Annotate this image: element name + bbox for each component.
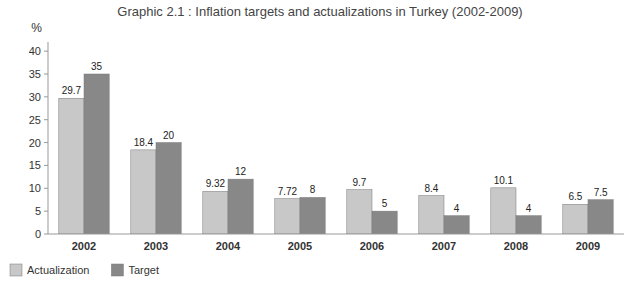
x-tick-label: 2009 bbox=[576, 240, 600, 252]
bar bbox=[156, 143, 181, 234]
y-tick-label: 20 bbox=[29, 137, 41, 149]
data-label: 4 bbox=[526, 203, 532, 214]
bar bbox=[347, 190, 372, 234]
chart: Graphic 2.1 : Inflation targets and actu… bbox=[0, 0, 640, 292]
bar bbox=[563, 204, 588, 234]
y-tick bbox=[44, 165, 48, 166]
title: Graphic 2.1 : Inflation targets and actu… bbox=[117, 4, 522, 19]
y-tick bbox=[44, 51, 48, 52]
data-label: 4 bbox=[454, 203, 460, 214]
y-tick bbox=[44, 142, 48, 143]
y-tick bbox=[44, 234, 48, 235]
data-label: 18.4 bbox=[134, 137, 154, 148]
data-label: 7.72 bbox=[278, 186, 298, 197]
bar bbox=[372, 211, 397, 234]
bar bbox=[300, 197, 325, 234]
data-label: 8.4 bbox=[424, 183, 438, 194]
bar bbox=[84, 74, 109, 234]
x-tick-label: 2006 bbox=[360, 240, 384, 252]
data-label: 12 bbox=[235, 166, 247, 177]
bar bbox=[516, 216, 541, 234]
legend-label: Target bbox=[128, 264, 159, 276]
bar bbox=[491, 188, 516, 234]
y-tick bbox=[44, 74, 48, 75]
data-label: 20 bbox=[163, 130, 175, 141]
bar bbox=[131, 150, 156, 234]
x-tick-label: 2002 bbox=[72, 240, 96, 252]
y-tick bbox=[44, 188, 48, 189]
data-label: 6.5 bbox=[568, 191, 582, 202]
data-label: 8 bbox=[310, 184, 316, 195]
bar bbox=[444, 216, 469, 234]
bar bbox=[588, 200, 613, 234]
x-tick-label: 2008 bbox=[504, 240, 528, 252]
bar bbox=[419, 196, 444, 234]
data-label: 9.32 bbox=[206, 178, 226, 189]
y-tick-label: 30 bbox=[29, 91, 41, 103]
y-tick bbox=[44, 211, 48, 212]
x-tick-label: 2007 bbox=[432, 240, 456, 252]
x-tick-label: 2004 bbox=[216, 240, 241, 252]
y-tick-label: 5 bbox=[35, 205, 41, 217]
x-axis bbox=[48, 234, 624, 235]
y-tick bbox=[44, 96, 48, 97]
bar bbox=[59, 98, 84, 234]
y-tick-label: 10 bbox=[29, 182, 41, 194]
y-tick-label: 40 bbox=[29, 45, 41, 57]
y-tick-label: 15 bbox=[29, 159, 41, 171]
legend: Actualization Target bbox=[10, 264, 159, 276]
data-label: 5 bbox=[382, 198, 388, 209]
bars bbox=[59, 74, 613, 234]
data-label: 35 bbox=[91, 61, 103, 72]
bar bbox=[275, 199, 300, 234]
bar bbox=[203, 191, 228, 234]
data-label: 29.7 bbox=[62, 85, 82, 96]
y-axis-label: % bbox=[31, 21, 42, 35]
y-tick-label: 35 bbox=[29, 68, 41, 80]
legend-swatch bbox=[111, 264, 123, 276]
data-label: 7.5 bbox=[594, 187, 608, 198]
y-tick bbox=[44, 119, 48, 120]
legend-label: Actualization bbox=[27, 264, 89, 276]
y-tick-label: 25 bbox=[29, 114, 41, 126]
x-tick-label: 2005 bbox=[288, 240, 312, 252]
bar bbox=[228, 179, 253, 234]
y-tick-label: 0 bbox=[35, 228, 41, 240]
y-axis bbox=[48, 42, 49, 234]
data-label: 9.7 bbox=[352, 177, 366, 188]
x-tick-label: 2003 bbox=[144, 240, 168, 252]
legend-swatch bbox=[10, 264, 22, 276]
data-label: 10.1 bbox=[494, 175, 514, 186]
